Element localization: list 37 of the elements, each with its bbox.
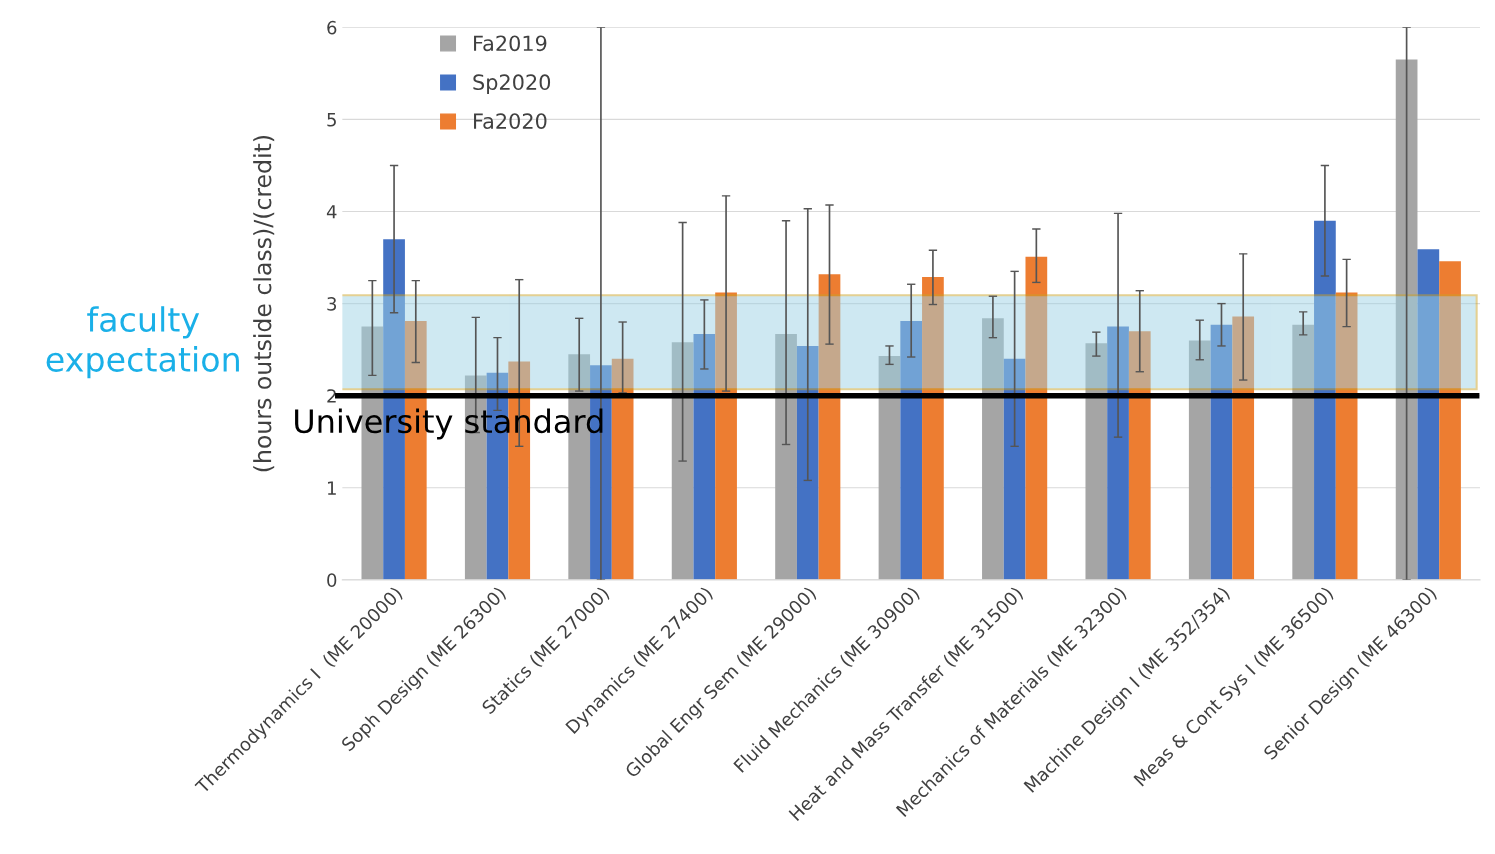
bar (878, 356, 901, 580)
bar (715, 292, 737, 580)
bar (818, 274, 841, 580)
band-label: faculty expectation (46, 306, 239, 379)
bar (1188, 340, 1211, 580)
legend-label: Sp2020 (473, 74, 551, 95)
y-tick-label: 6 (327, 20, 337, 35)
bar (1085, 343, 1108, 580)
bar (1003, 358, 1026, 580)
bar (1128, 331, 1151, 580)
y-axis-title: (hours outside class)/(credit) (253, 135, 275, 472)
bar (900, 321, 923, 580)
y-tick-label: 2 (327, 389, 336, 403)
y-tick-label: 1 (327, 481, 336, 495)
bar (922, 276, 944, 580)
bar (1210, 324, 1233, 580)
bar (775, 333, 797, 580)
bar (1025, 256, 1048, 580)
y-tick-label: 5 (327, 113, 336, 127)
bar (1439, 261, 1461, 580)
bar (982, 318, 1004, 580)
bar (1107, 326, 1129, 580)
bar (671, 342, 694, 580)
legend-label: Fa2020 (474, 113, 547, 129)
y-tick-label: 3 (327, 297, 337, 311)
bar (1232, 316, 1255, 580)
bar (611, 358, 634, 580)
y-tick-label: 4 (326, 205, 337, 219)
bar (796, 345, 819, 580)
legend-label: Fa2019 (474, 35, 547, 52)
bar (1292, 324, 1315, 580)
bar (1314, 220, 1336, 580)
bar (1335, 292, 1358, 580)
bar (1395, 59, 1418, 580)
bar (693, 333, 716, 580)
bar (1417, 249, 1440, 580)
y-tick-label: 0 (327, 573, 337, 587)
